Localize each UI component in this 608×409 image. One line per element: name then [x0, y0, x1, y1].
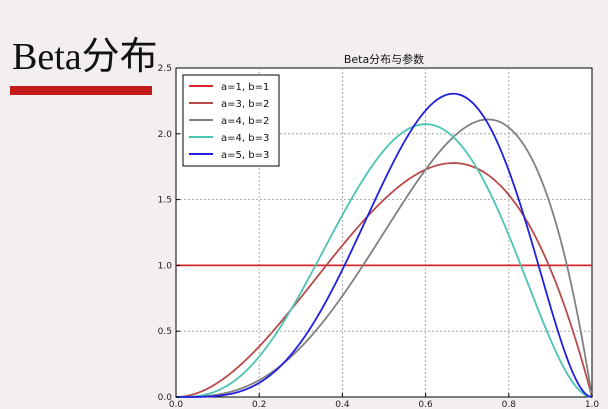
legend: a=1, b=1 a=3, b=2 a=4, b=2 a=4, b=3 a=5, b=3 — [182, 74, 280, 167]
y-tick-label: 0.5 — [158, 327, 172, 337]
legend-label: a=3, b=2 — [221, 99, 269, 110]
y-tick-label: 0.0 — [158, 393, 173, 403]
axes: 0.0 0.2 0.4 0.6 0.8 1.0 0.0 0.5 1.0 1.5 2.0 2.5 — [158, 64, 600, 409]
y-tick-label: 1.0 — [158, 261, 173, 271]
x-tick-label: 0.8 — [502, 400, 517, 409]
series-line-4 — [176, 123, 593, 398]
x-tick-label: 1.0 — [585, 400, 600, 409]
x-tick-label: 0.0 — [169, 400, 184, 409]
y-tick-label: 2.0 — [158, 130, 173, 140]
x-tick-label: 0.4 — [335, 400, 350, 409]
title-underline — [10, 86, 152, 95]
y-tick-label: 2.5 — [158, 64, 172, 74]
legend-label: a=4, b=3 — [221, 133, 269, 144]
series-lines — [175, 92, 593, 398]
chart-title: Beta分布与参数 — [344, 52, 424, 66]
y-tick-label: 1.5 — [158, 196, 172, 206]
series-line-3 — [176, 118, 593, 398]
legend-label: a=5, b=3 — [221, 150, 269, 161]
x-tick-label: 0.6 — [418, 400, 433, 409]
legend-label: a=1, b=1 — [221, 82, 269, 93]
series-line-5 — [176, 92, 593, 398]
slide-title: Beta分布 — [12, 36, 158, 78]
x-tick-label: 0.2 — [252, 400, 266, 409]
legend-label: a=4, b=2 — [221, 116, 269, 127]
